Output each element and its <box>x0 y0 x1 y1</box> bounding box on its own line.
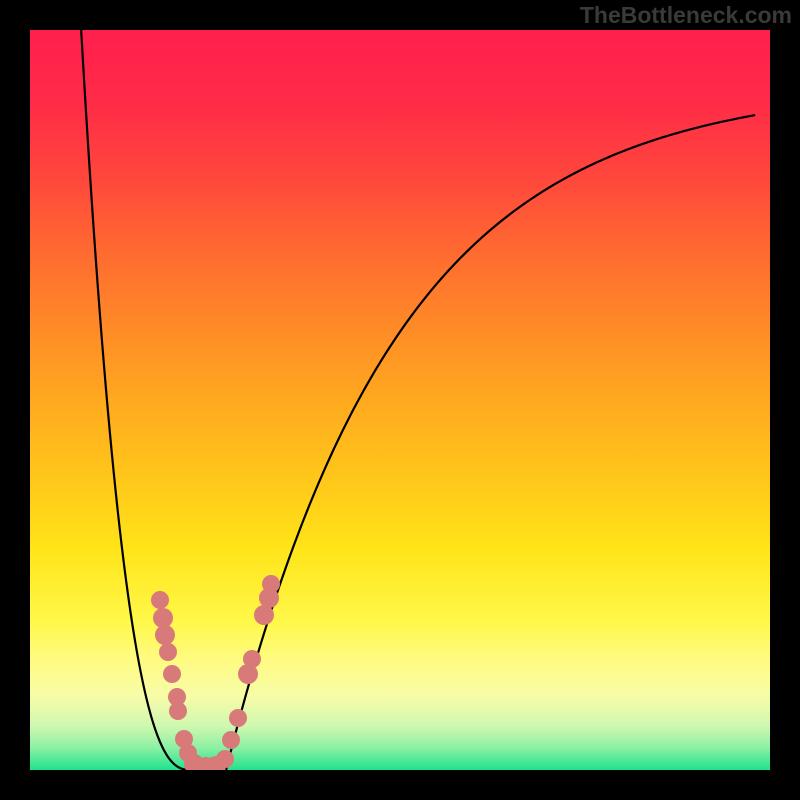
plot-area <box>30 30 770 770</box>
data-marker <box>222 731 240 749</box>
data-marker <box>163 665 181 683</box>
watermark-text: TheBottleneck.com <box>580 2 792 29</box>
data-marker <box>159 643 177 661</box>
data-marker <box>262 575 280 593</box>
data-marker <box>169 702 187 720</box>
curve-layer <box>30 30 770 770</box>
chart-container: TheBottleneck.com <box>0 0 800 800</box>
data-marker <box>229 709 247 727</box>
data-marker <box>151 591 169 609</box>
bottleneck-curve <box>80 30 755 770</box>
data-marker <box>243 650 261 668</box>
data-marker <box>216 750 234 768</box>
